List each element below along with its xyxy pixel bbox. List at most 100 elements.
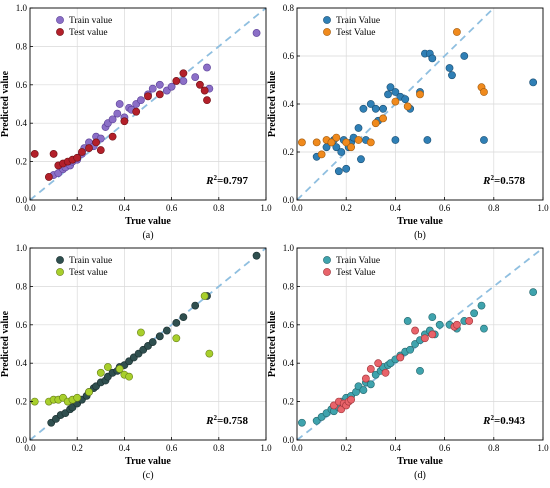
x-tick-label: 1.0: [537, 203, 549, 213]
data-point: [312, 138, 321, 147]
data-point: [379, 104, 387, 113]
data-point: [371, 119, 380, 128]
series-2: [298, 28, 488, 159]
data-point: [342, 138, 351, 147]
chart-panel-3: 0.0 0.2 0.4 0.6 0.8 1.0 0.0 0.2 0.4 0.6 0.8 1.0 True…: [0, 243, 272, 481]
y-tick-label: 0.8: [283, 281, 295, 291]
x-axis-label: True value: [125, 456, 171, 467]
data-point: [480, 324, 488, 333]
data-point: [359, 104, 368, 113]
data-point: [78, 148, 86, 156]
x-tick-label: 0.8: [488, 203, 500, 213]
legend-marker: [323, 268, 331, 276]
x-tick-label: 0.6: [166, 443, 178, 453]
panel-caption: (b): [414, 230, 426, 241]
data-point: [44, 173, 53, 181]
axes-frame: [296, 247, 544, 441]
x-tick-label: 0.0: [24, 443, 36, 453]
data-point: [179, 313, 188, 322]
data-point: [103, 363, 112, 371]
data-point: [115, 365, 124, 373]
axes-frame: [29, 247, 267, 441]
chart-panel-2: 0.0 0.2 0.4 0.6 0.8 1.0 0.0 0.2 0.4 0.6 0.8 True va…: [267, 3, 549, 241]
legend-label: Test Value: [336, 268, 376, 278]
data-point: [196, 80, 204, 89]
x-tick-label: 0.2: [341, 203, 352, 213]
x-tick-label: 0.4: [119, 443, 131, 453]
y-tick-label: 0.6: [283, 320, 295, 330]
data-point: [252, 29, 261, 37]
data-point: [470, 309, 479, 318]
chart-panel-4: 0.0 0.2 0.4 0.6 0.8 1.0 0.0 0.2 0.4 0.6 0.8 1.0 True…: [267, 243, 549, 481]
data-point: [428, 330, 437, 339]
data-point: [401, 95, 410, 104]
data-point: [480, 88, 488, 96]
data-point: [403, 102, 412, 111]
x-tick-label: 0.0: [24, 203, 36, 213]
data-point: [332, 133, 341, 142]
data-point: [359, 386, 368, 394]
y-axis-label: Predicted value: [267, 310, 278, 377]
y-tick-label: 0.2: [283, 147, 294, 157]
x-tick-label: 0.6: [439, 203, 451, 213]
data-point: [342, 164, 351, 173]
legend-marker: [56, 28, 64, 36]
x-tick-label: 0.0: [291, 443, 303, 453]
data-point: [452, 320, 461, 329]
data-point: [381, 368, 390, 377]
data-point: [92, 138, 100, 147]
panel-caption: (a): [142, 230, 153, 241]
data-point: [49, 150, 58, 158]
y-axis-label: Predicted value: [0, 310, 11, 377]
y-tick-label: 1.0: [16, 243, 28, 253]
data-point: [96, 146, 105, 154]
x-tick-label: 0.2: [72, 203, 83, 213]
data-point: [374, 359, 383, 368]
data-point: [172, 318, 181, 327]
x-tick-label: 0.8: [213, 443, 225, 453]
x-tick-label: 0.2: [341, 443, 352, 453]
data-point: [435, 320, 444, 329]
x-axis-label: True value: [125, 216, 171, 227]
legend-marker: [56, 256, 64, 264]
data-point: [191, 73, 200, 82]
data-point: [108, 115, 117, 124]
y-tick-label: 1.0: [16, 3, 28, 13]
y-tick-label: 0.6: [16, 80, 28, 90]
y-tick-label: 0.0: [16, 435, 28, 445]
legend-label: Test value: [69, 28, 108, 38]
data-point: [357, 155, 365, 164]
data-point: [366, 380, 375, 389]
data-point: [162, 326, 171, 335]
r2-annotation: R2=0.758: [205, 414, 248, 427]
data-point: [137, 96, 145, 105]
data-point: [85, 144, 93, 153]
x-tick-label: 0.4: [119, 203, 131, 213]
data-point: [371, 104, 380, 113]
data-point: [30, 150, 39, 158]
x-axis-label: True value: [397, 456, 443, 467]
y-tick-label: 0.4: [16, 118, 28, 128]
x-tick-label: 1.0: [537, 443, 549, 453]
data-point: [155, 80, 164, 89]
y-tick-label: 0.0: [283, 195, 295, 205]
data-point: [529, 288, 538, 297]
x-tick-label: 0.6: [166, 203, 178, 213]
data-point: [448, 71, 456, 80]
series-2: [329, 317, 474, 414]
data-point: [386, 83, 395, 92]
data-point: [137, 328, 145, 337]
data-point: [113, 109, 122, 118]
y-tick-label: 0.4: [16, 358, 28, 368]
y-tick-label: 0.2: [16, 397, 27, 407]
data-point: [428, 54, 437, 63]
data-point: [200, 86, 209, 95]
data-point: [298, 138, 306, 147]
data-point: [460, 52, 469, 60]
data-point: [391, 97, 400, 106]
series-2: [30, 292, 214, 406]
legend-label: Train value: [69, 16, 112, 26]
data-point: [120, 117, 129, 126]
data-point: [132, 107, 141, 116]
